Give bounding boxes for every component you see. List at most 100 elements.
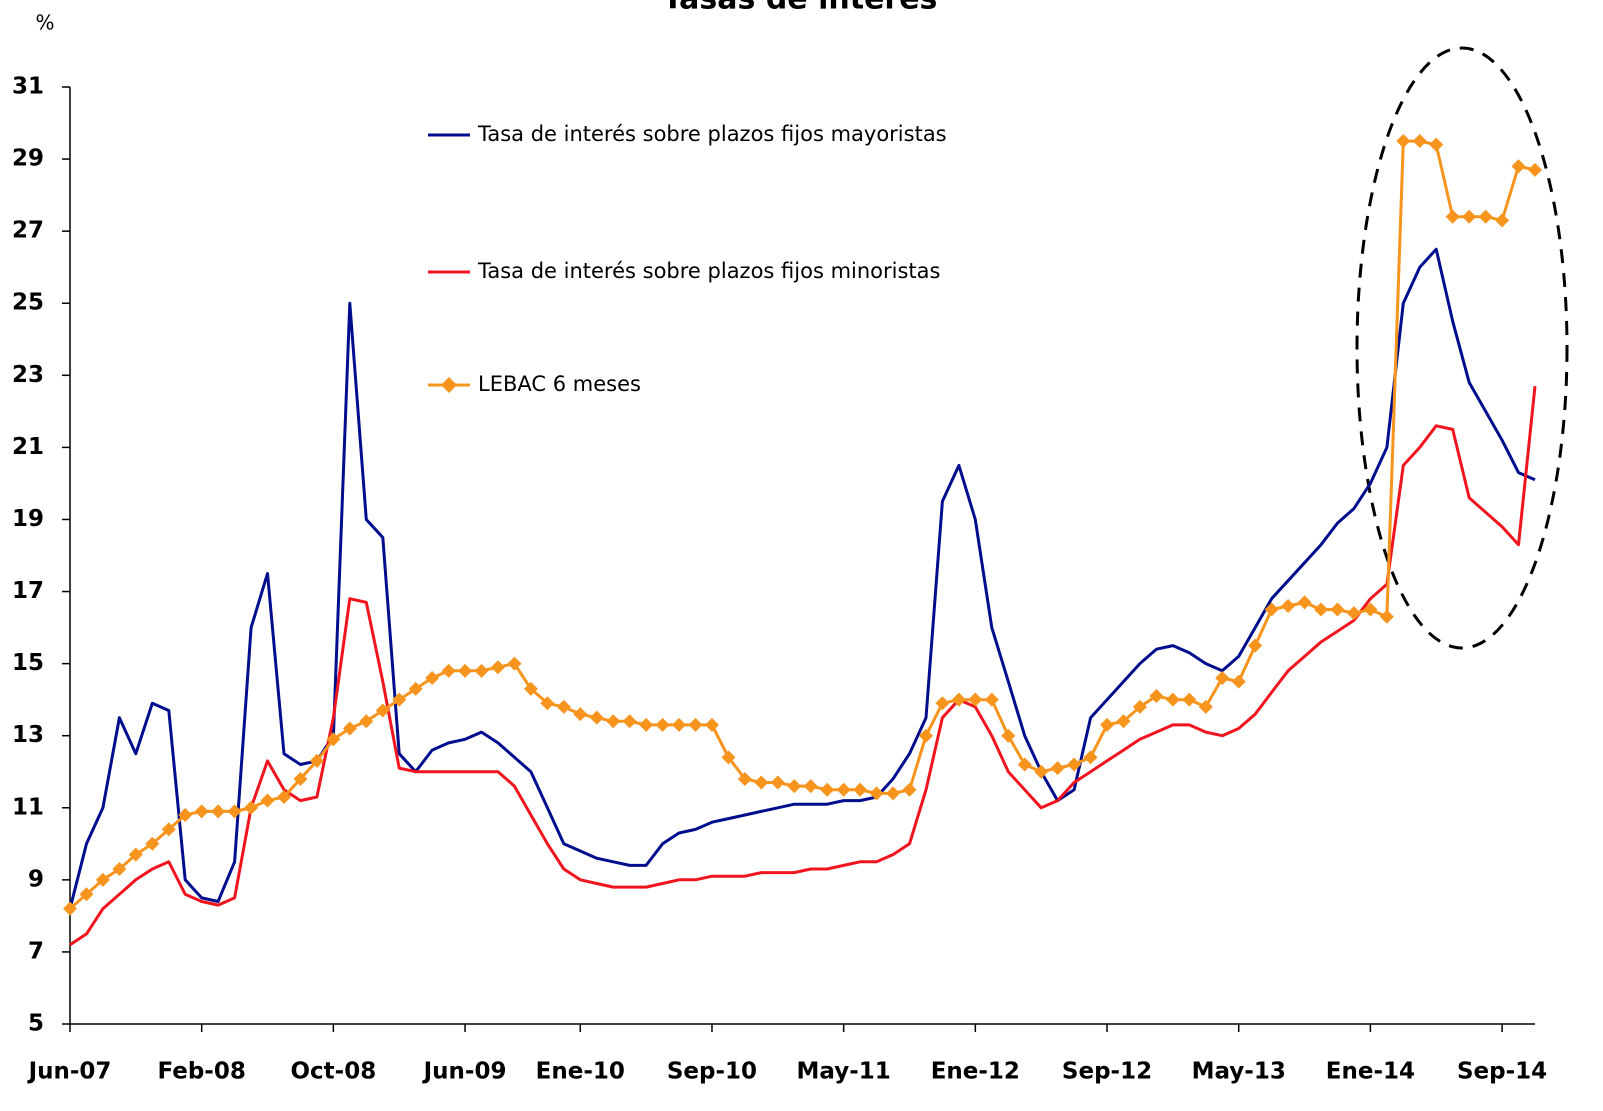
series-marker xyxy=(1412,134,1427,149)
x-tick-label: Ene-14 xyxy=(1326,1059,1415,1085)
series-marker xyxy=(1264,602,1279,617)
series-marker xyxy=(787,779,802,794)
series-marker xyxy=(853,782,868,797)
series-marker xyxy=(458,663,473,678)
x-tick-label: Ene-10 xyxy=(536,1059,625,1085)
series-marker xyxy=(869,786,884,801)
series-marker xyxy=(1231,674,1246,689)
series-marker xyxy=(754,775,769,790)
series-marker xyxy=(375,703,390,718)
series-marker xyxy=(1478,209,1493,224)
series-marker xyxy=(474,663,489,678)
series-marker xyxy=(968,692,983,707)
series-marker xyxy=(79,887,94,902)
highlight-ellipse xyxy=(1355,46,1569,650)
series-marker xyxy=(145,836,160,851)
y-tick-label: 9 xyxy=(28,866,44,892)
series-marker xyxy=(1363,602,1378,617)
series-marker xyxy=(639,717,654,732)
series-marker xyxy=(128,847,143,862)
series-marker xyxy=(721,750,736,765)
y-tick-label: 15 xyxy=(12,650,44,676)
series-marker xyxy=(1100,717,1115,732)
y-tick-label: 29 xyxy=(12,146,44,172)
series-marker xyxy=(886,786,901,801)
series-marker xyxy=(178,807,193,822)
series-marker xyxy=(606,714,621,729)
series-marker xyxy=(392,692,407,707)
series-marker xyxy=(836,782,851,797)
series-marker xyxy=(540,696,555,711)
x-tick-label: Sep-12 xyxy=(1062,1059,1152,1085)
series-marker xyxy=(276,789,291,804)
x-tick-label: May-11 xyxy=(797,1059,891,1085)
series-marker xyxy=(211,804,226,819)
series-marker xyxy=(1314,602,1329,617)
series-marker xyxy=(1511,159,1526,174)
y-tick-label: 31 xyxy=(12,74,44,100)
legend-marker xyxy=(441,377,457,393)
legend-label: Tasa de interés sobre plazos fijos minor… xyxy=(477,259,940,283)
series-marker xyxy=(704,717,719,732)
series-marker xyxy=(63,901,77,916)
series-marker xyxy=(918,728,933,743)
series-marker xyxy=(1182,692,1197,707)
series-marker xyxy=(820,782,835,797)
series-marker xyxy=(490,660,505,675)
series-marker xyxy=(1165,692,1180,707)
series-marker xyxy=(408,681,423,696)
series-marker xyxy=(112,862,127,877)
series-marker xyxy=(1083,750,1098,765)
y-tick-label: 17 xyxy=(12,578,44,604)
x-tick-label: Oct-08 xyxy=(291,1059,377,1085)
series-marker xyxy=(1462,209,1477,224)
series-marker xyxy=(737,771,752,786)
series-marker xyxy=(655,717,670,732)
x-tick-label: Feb-08 xyxy=(157,1059,245,1085)
series-marker xyxy=(507,656,522,671)
series-marker xyxy=(1149,689,1164,704)
series-marker xyxy=(227,804,242,819)
x-tick-label: Jun-07 xyxy=(27,1059,112,1085)
series-marker xyxy=(309,753,324,768)
series-marker xyxy=(161,822,176,837)
y-tick-label: 13 xyxy=(12,722,44,748)
series-marker xyxy=(326,732,341,747)
series-marker xyxy=(359,714,374,729)
series-marker xyxy=(770,775,785,790)
series-marker xyxy=(1379,609,1394,624)
series-marker xyxy=(194,804,209,819)
series-marker xyxy=(984,692,999,707)
series-marker xyxy=(1297,595,1312,610)
series-marker xyxy=(1346,606,1361,621)
y-axis-label: % xyxy=(35,11,54,35)
series-marker xyxy=(1445,209,1460,224)
series-marker xyxy=(556,699,571,714)
series-marker xyxy=(260,793,275,808)
series-marker xyxy=(342,721,357,736)
series-marker xyxy=(951,692,966,707)
y-tick-label: 5 xyxy=(28,1011,44,1037)
series-marker xyxy=(1001,728,1016,743)
series-marker xyxy=(1528,162,1542,177)
series-marker xyxy=(1198,699,1213,714)
series-marker xyxy=(1034,764,1049,779)
y-tick-label: 21 xyxy=(12,434,44,460)
series-marker xyxy=(441,663,456,678)
series-marker xyxy=(589,710,604,725)
series-marker xyxy=(1495,213,1510,228)
series-marker xyxy=(95,872,110,887)
series-marker xyxy=(622,714,637,729)
x-tick-label: Sep-10 xyxy=(667,1059,757,1085)
series-marker xyxy=(573,707,588,722)
y-tick-label: 27 xyxy=(12,218,44,244)
y-tick-label: 25 xyxy=(12,290,44,316)
series-marker xyxy=(244,800,259,815)
series-marker xyxy=(1067,757,1082,772)
series-marker xyxy=(688,717,703,732)
series-line xyxy=(68,247,1536,910)
y-tick-label: 7 xyxy=(28,938,44,964)
series-marker xyxy=(1215,671,1230,686)
y-tick-label: 11 xyxy=(12,794,44,820)
